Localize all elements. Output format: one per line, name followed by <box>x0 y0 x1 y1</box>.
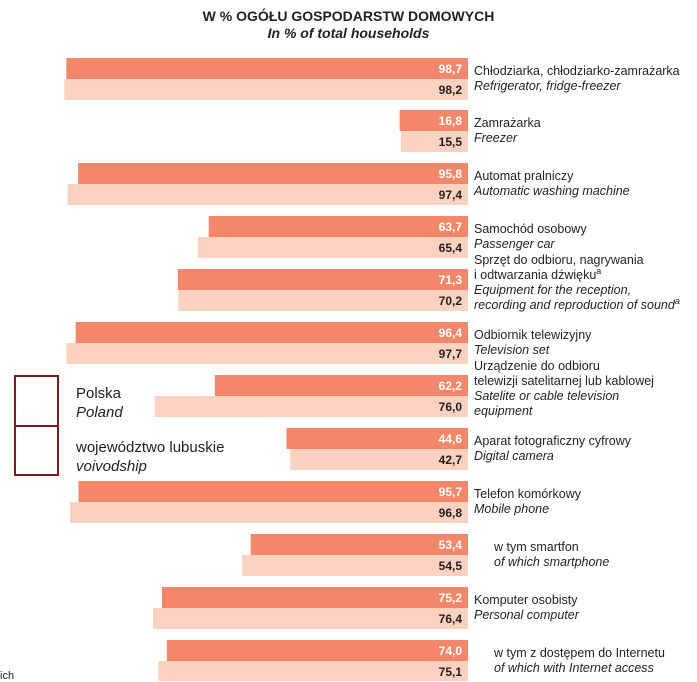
bar-poland <box>166 640 468 661</box>
value-label-voivodship: 70,2 <box>439 294 463 308</box>
value-label-voivodship: 65,4 <box>439 241 463 255</box>
value-label-poland: 16,8 <box>439 114 463 128</box>
category-label-line: Personal computer <box>474 608 580 622</box>
category-label-line: i odtwarzania dźwiękua <box>474 266 601 282</box>
category-label-line: Passenger car <box>474 237 555 251</box>
bar-poland <box>78 481 468 502</box>
bar-voivodship <box>64 79 469 100</box>
category-label-line: Television set <box>474 343 550 357</box>
category-label-line: Satelite or cable television <box>474 389 619 403</box>
category-label-line: of which smartphone <box>494 555 609 569</box>
bar-voivodship <box>290 449 468 470</box>
category-label-line: Aparat fotograficzny cyfrowy <box>474 434 632 448</box>
value-label-poland: 71,3 <box>439 273 463 287</box>
bar-poland <box>161 587 468 608</box>
bar-voivodship <box>66 343 469 364</box>
title-polish: W % OGÓŁU GOSPODARSTW DOMOWYCH <box>202 8 495 24</box>
category-label-line: Equipment for the reception, <box>474 283 631 297</box>
value-label-voivodship: 75,1 <box>439 665 463 679</box>
value-label-voivodship: 97,7 <box>439 347 463 361</box>
category-label-line: equipment <box>474 404 533 418</box>
category-label-line: Zamrażarka <box>474 116 541 130</box>
category-label-line: Odbiornik telewizyjny <box>474 328 592 342</box>
value-label-poland: 74,0 <box>439 644 463 658</box>
bar-poland <box>78 163 469 184</box>
bar-poland <box>177 269 468 290</box>
category-label-line: Mobile phone <box>474 502 549 516</box>
category-label-line: Sprzęt do odbioru, nagrywania <box>474 253 644 267</box>
bar-poland <box>66 58 468 79</box>
value-label-poland: 53,4 <box>439 538 463 552</box>
value-label-poland: 98,7 <box>439 62 463 76</box>
category-label-line: Chłodziarka, chłodziarko-zamrażarka <box>474 64 680 78</box>
value-label-voivodship: 76,0 <box>439 400 463 414</box>
value-label-voivodship: 54,5 <box>439 559 463 573</box>
bar-voivodship <box>153 608 468 629</box>
legend-swatch-voivodship <box>14 425 59 476</box>
category-label-line: recording and reproduction of sounda <box>474 296 680 312</box>
bar-poland <box>286 428 468 449</box>
legend-poland-en: Poland <box>76 404 123 421</box>
category-label-line: Telefon komórkowy <box>474 487 582 501</box>
value-label-voivodship: 15,5 <box>439 135 463 149</box>
bar-poland <box>208 216 468 237</box>
category-label-line: Freezer <box>474 131 518 145</box>
legend-voivodship-en: voivodship <box>76 458 147 475</box>
value-label-poland: 96,4 <box>439 326 463 340</box>
bar-voivodship <box>178 290 468 311</box>
bar-voivodship <box>70 502 469 523</box>
value-label-voivodship: 76,4 <box>439 612 463 626</box>
bar-voivodship <box>158 661 468 681</box>
bar-poland <box>250 534 468 555</box>
category-label-line: of which with Internet access <box>494 661 654 675</box>
bar-poland <box>399 110 468 131</box>
value-label-voivodship: 42,7 <box>439 453 463 467</box>
category-label-line: Komputer osobisty <box>474 593 578 607</box>
footnote: ich <box>0 670 15 682</box>
bar-voivodship <box>154 396 468 417</box>
bar-poland <box>75 322 468 343</box>
value-label-poland: 95,8 <box>439 167 463 181</box>
legend-swatch-poland <box>14 375 59 427</box>
value-label-voivodship: 97,4 <box>439 188 463 202</box>
category-label-line: w tym z dostępem do Internetu <box>493 646 665 660</box>
value-label-voivodship: 96,8 <box>439 506 463 520</box>
value-label-poland: 63,7 <box>439 220 463 234</box>
category-label-line: Refrigerator, fridge-freezer <box>474 79 621 93</box>
legend-label-voivodship: województwo lubuskie voivodship <box>76 438 224 476</box>
legend-poland-pl: Polska <box>76 385 122 402</box>
title-english: In % of total households <box>267 25 430 41</box>
value-label-poland: 75,2 <box>439 591 463 605</box>
category-label-line: Samochód osobowy <box>474 222 587 236</box>
category-label-line: telewizji satelitarnej lub kablowej <box>474 374 654 388</box>
legend-label-poland: Polska Poland <box>76 384 123 422</box>
bar-voivodship <box>400 131 468 152</box>
value-label-poland: 44,6 <box>439 432 463 446</box>
value-label-poland: 62,2 <box>439 379 463 393</box>
value-label-poland: 95,7 <box>439 485 463 499</box>
legend-voivodship-pl: województwo lubuskie <box>76 439 225 456</box>
value-label-voivodship: 98,2 <box>439 83 463 97</box>
bar-voivodship <box>67 184 468 205</box>
category-label-line: Automat pralniczy <box>474 169 574 183</box>
bar-voivodship <box>197 237 468 258</box>
category-label-line: Digital camera <box>474 449 554 463</box>
category-label-line: Automatic washing machine <box>473 184 630 198</box>
category-label-line: w tym smartfon <box>493 540 579 554</box>
bar-poland <box>214 375 468 396</box>
bar-voivodship <box>242 555 468 576</box>
category-label-line: Urządzenie do odbioru <box>474 359 600 373</box>
